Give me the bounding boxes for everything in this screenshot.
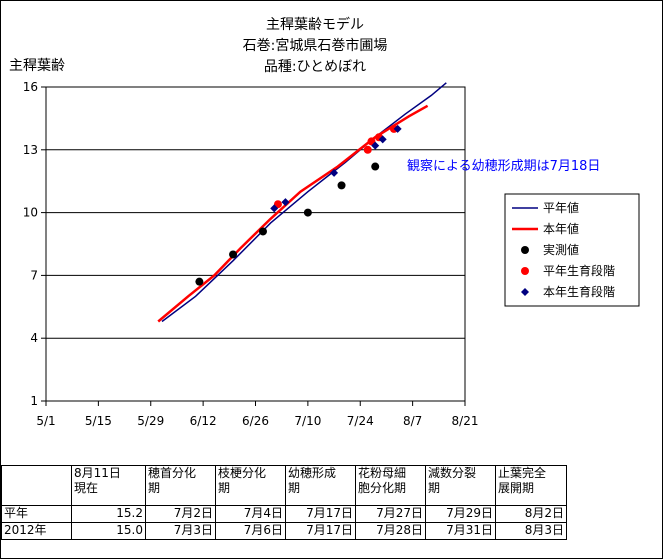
x-tick-label: 7/10 bbox=[294, 414, 321, 428]
table-cell: 7月6日 bbox=[215, 522, 286, 540]
x-tick-label: 8/7 bbox=[403, 414, 422, 428]
series-4 bbox=[270, 124, 402, 213]
table-cell: 2012年 bbox=[1, 522, 72, 540]
data-point bbox=[195, 277, 204, 286]
series-line bbox=[161, 82, 447, 323]
table-cell: 7月28日 bbox=[355, 522, 426, 540]
chart-title-line-1: 主稈葉齢モデル bbox=[266, 16, 364, 33]
table-cell: 7月17日 bbox=[285, 522, 356, 540]
chart-annotation: 観察による幼穂形成期は7月18日 bbox=[407, 159, 600, 174]
table-cell: 7月4日 bbox=[215, 505, 286, 523]
x-tick-label: 5/15 bbox=[85, 414, 112, 428]
table-cell: 7月29日 bbox=[425, 505, 496, 523]
table-cell: 減数分裂期 bbox=[425, 465, 496, 506]
legend-label: 平年値 bbox=[543, 200, 579, 215]
data-point bbox=[371, 162, 380, 171]
table-cell: 7月17日 bbox=[285, 505, 356, 523]
table-cell: 花粉母細 胞分化期 bbox=[355, 465, 426, 506]
data-point bbox=[393, 124, 402, 133]
growth-stage-table-body: 8月11日 現在 穂首分化期枝梗分化期幼穂形成期花粉母細 胞分化期 減数分裂期止葉完全展… bbox=[1, 465, 567, 540]
y-axis-ticks: 1 4 7 10 13 16 bbox=[23, 80, 46, 408]
leaf-age-chart: 主稈葉齢モデル 石巻:宮城県石巻市圃場 品種:ひとめぼれ 主稈葉齢 147101… bbox=[9, 16, 640, 428]
y-tick-label: 1 bbox=[30, 394, 38, 408]
x-tick-label: 7/24 bbox=[347, 414, 374, 428]
table-cell: 8月3日 bbox=[495, 522, 567, 540]
y-axis-label: 主稈葉齢 bbox=[9, 58, 65, 74]
data-point bbox=[281, 198, 290, 207]
y-tick-label: 13 bbox=[23, 143, 38, 157]
series-layer bbox=[157, 82, 447, 323]
gridlines bbox=[46, 149, 465, 339]
y-tick-label: 16 bbox=[23, 80, 38, 94]
legend-entry: 平年値 bbox=[512, 200, 579, 215]
data-point bbox=[303, 208, 312, 217]
legend-label: 平年生育段階 bbox=[543, 263, 615, 278]
x-tick-label: 6/26 bbox=[242, 414, 269, 428]
table-cell: 7月27日 bbox=[355, 505, 426, 523]
data-point bbox=[229, 250, 238, 259]
legend-entry: 本年生育段階 bbox=[521, 284, 615, 299]
chart-title-line-2: 石巻:宮城県石巻市圃場 bbox=[243, 37, 388, 54]
table-row: 平年 15.2 7月2日 7月4日 7月17日 7月27日 7月29日 8月2日 bbox=[1, 505, 567, 523]
chart-title: 主稈葉齢モデル 石巻:宮城県石巻市圃場 品種:ひとめぼれ bbox=[243, 16, 388, 75]
legend-swatch bbox=[521, 246, 529, 254]
x-tick-label: 5/1 bbox=[36, 414, 55, 428]
legend-entry: 本年値 bbox=[512, 221, 579, 236]
table-cell: 7月2日 bbox=[145, 505, 216, 523]
table-cell: 15.2 bbox=[71, 505, 146, 523]
table-cell: 8月2日 bbox=[495, 505, 567, 523]
table-cell: 7月3日 bbox=[145, 522, 216, 540]
data-point bbox=[371, 141, 380, 150]
table-cell: 幼穂形成期 bbox=[285, 465, 356, 506]
x-tick-label: 6/12 bbox=[190, 414, 217, 428]
legend-entry: 平年生育段階 bbox=[521, 263, 615, 278]
data-point bbox=[330, 168, 339, 177]
plot-area bbox=[45, 86, 466, 402]
table-cell: 7月31日 bbox=[425, 522, 496, 540]
data-point bbox=[270, 204, 279, 213]
x-tick-label: 8/21 bbox=[452, 414, 479, 428]
legend-label: 本年生育段階 bbox=[543, 284, 615, 299]
data-point bbox=[363, 145, 372, 154]
data-point bbox=[337, 181, 346, 190]
table-cell: 平年 bbox=[1, 505, 72, 523]
legend-label: 本年値 bbox=[543, 221, 579, 236]
series-0 bbox=[161, 82, 447, 323]
legend-swatch bbox=[521, 267, 529, 275]
table-cell: 止葉完全 展開期 bbox=[495, 465, 567, 506]
x-tick-label: 5/29 bbox=[137, 414, 164, 428]
data-point bbox=[258, 227, 267, 236]
table-cell: 8月11日 現在 bbox=[71, 465, 146, 506]
table-cell: 枝梗分化期 bbox=[215, 465, 286, 506]
y-tick-label: 10 bbox=[23, 206, 38, 220]
legend-entry: 実測値 bbox=[521, 242, 579, 257]
y-tick-label: 7 bbox=[30, 268, 38, 282]
x-axis-ticks: 5/1 5/15 5/29 6/12 6/26 7/10 7/24 8/7 8/21 bbox=[36, 401, 478, 428]
table-cell: 15.0 bbox=[71, 522, 146, 540]
data-point bbox=[378, 135, 387, 144]
series-2 bbox=[195, 162, 380, 286]
table-row: 2012年 15.0 7月3日 7月6日 7月17日 7月28日 7月31日 8月3日 bbox=[1, 522, 567, 540]
growth-stage-table: 8月11日 現在 穂首分化期枝梗分化期幼穂形成期花粉母細 胞分化期 減数分裂期止葉完全展… bbox=[1, 465, 567, 540]
legend-label: 実測値 bbox=[543, 242, 579, 257]
table-header-row: 8月11日 現在 穂首分化期枝梗分化期幼穂形成期花粉母細 胞分化期 減数分裂期止葉完全展… bbox=[1, 465, 567, 506]
legend-swatch bbox=[521, 288, 529, 296]
table-cell: 穂首分化期 bbox=[145, 465, 216, 506]
table-cell bbox=[1, 465, 72, 506]
y-tick-label: 4 bbox=[30, 331, 38, 345]
chart-title-line-3: 品種:ひとめぼれ bbox=[264, 59, 366, 75]
